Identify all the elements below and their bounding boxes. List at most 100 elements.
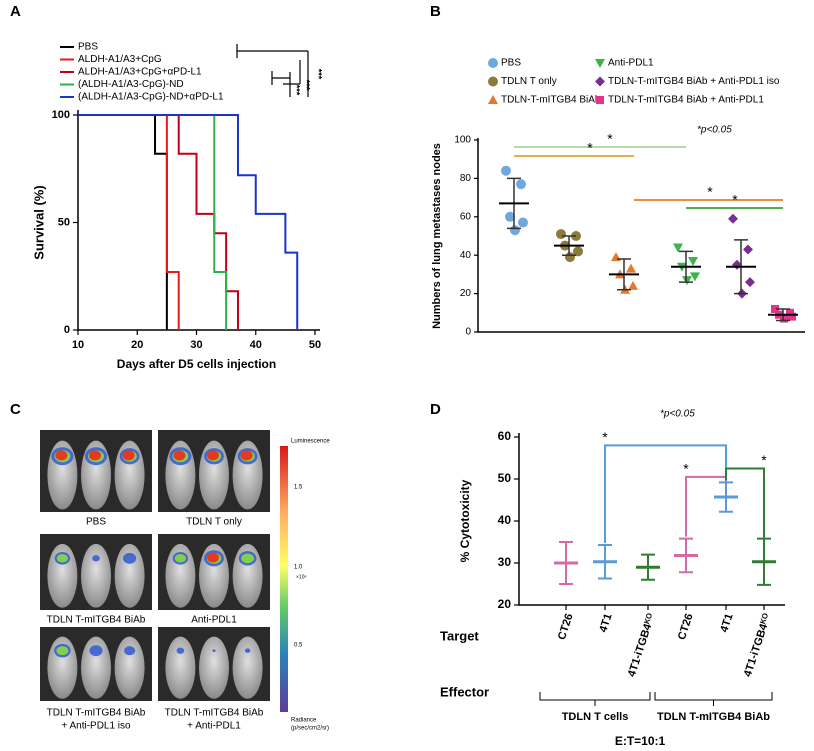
y-tick-label: 80: [460, 173, 472, 184]
sig-bracket: [725, 467, 765, 538]
legend-label: PBS: [501, 58, 521, 69]
colorbar-title: Luminescence: [291, 439, 330, 445]
data-point: [510, 225, 520, 236]
y-axis-label: % Cytotoxicity: [458, 479, 472, 562]
mouse: [81, 543, 111, 608]
signal: [55, 450, 68, 461]
axis-line: [77, 110, 320, 331]
panel-letter: C: [10, 401, 21, 418]
data-point: [673, 243, 683, 253]
x-tick-label: 4T1: [718, 612, 735, 634]
legend-marker: [596, 96, 604, 104]
mouse: [165, 543, 196, 608]
image-label: + Anti-PDL1 iso: [61, 721, 131, 732]
x-tick-label: CT26: [676, 612, 696, 641]
data-point: [565, 252, 575, 263]
legend-label: Anti-PDL1: [608, 58, 654, 69]
data-point: [556, 229, 566, 240]
data-point: [518, 217, 528, 228]
data-point: [516, 179, 526, 190]
sig-star: *: [602, 429, 608, 445]
data-point: [690, 272, 700, 282]
colorbar-footer: (p/sec/cm2/sr): [291, 726, 329, 732]
y-tick-label: 40: [498, 513, 512, 527]
mouse: [81, 636, 111, 699]
signal: [123, 552, 137, 564]
y-tick-label: 60: [498, 429, 512, 443]
colorbar-label: 0.5: [294, 643, 303, 649]
y-axis-label: Numbers of lung metastases nodes: [431, 143, 443, 329]
sig-star: *: [761, 452, 767, 468]
legend-marker: [595, 76, 605, 87]
data-point: [682, 276, 692, 286]
footer: E:T=10:1: [615, 734, 666, 748]
sig-star: *: [683, 461, 689, 477]
signal: [207, 450, 219, 461]
survival-curve: [78, 114, 180, 330]
y-tick-label: 100: [52, 109, 70, 121]
y-tick-label: 50: [498, 471, 512, 485]
group-bracket: [654, 692, 773, 706]
signal: [207, 552, 219, 563]
legend-label: TDLN-T-mITGB4 BiAb: [501, 95, 601, 106]
panel-letter: B: [430, 3, 441, 20]
y-axis-label: Survival (%): [31, 185, 46, 259]
colorbar-footer: Radiance: [291, 718, 317, 724]
legend-marker: [488, 58, 498, 68]
data-point: [745, 277, 755, 288]
survival-curve: [78, 114, 228, 330]
mouse: [165, 636, 196, 699]
legend-label: (ALDH-A1/A3-CpG)-ND: [78, 79, 184, 90]
legend-label: TDLN-T-mITGB4 BiAb + Anti-PDL1 iso: [608, 76, 780, 87]
sig-bracket: [685, 475, 727, 537]
colorbar-unit: ×10⁶: [296, 574, 307, 580]
signal: [89, 450, 101, 461]
x-tick-label: 30: [190, 339, 202, 351]
colorbar: [280, 446, 288, 712]
data-point: [743, 244, 753, 255]
panel-letter: A: [10, 3, 21, 20]
y-tick-label: 0: [64, 324, 70, 336]
row-label: Target: [440, 628, 479, 643]
sig-star: *: [732, 192, 738, 208]
x-tick-label: 4T1-iTGB4ᴷᴼ: [626, 612, 658, 679]
y-tick-label: 100: [454, 135, 471, 146]
signal: [240, 450, 253, 461]
x-tick-label: 40: [250, 339, 262, 351]
image-label: PBS: [86, 517, 106, 528]
mouse: [232, 636, 263, 699]
mouse: [114, 543, 145, 608]
legend-label: (ALDH-A1/A3-CpG)-ND+αPD-L1: [78, 92, 224, 103]
survival-curve: [78, 114, 299, 330]
y-tick-label: 30: [498, 555, 512, 569]
group-bracket: [539, 692, 651, 706]
mouse: [114, 636, 145, 699]
data-point: [505, 211, 515, 222]
legend-label: TDLN-T-mITGB4 BiAb + Anti-PDL1: [608, 95, 764, 106]
sig-stars: ***: [314, 69, 324, 80]
survival-curve: [78, 114, 168, 330]
data-point: [728, 213, 738, 224]
signal: [212, 649, 216, 653]
signal: [173, 450, 186, 461]
legend-marker: [488, 95, 498, 104]
group-label: TDLN T-mITGB4 BiAb: [657, 711, 770, 723]
x-tick-label: 4T1: [597, 612, 614, 634]
row-label: Effector: [440, 684, 489, 699]
image-label: + Anti-PDL1: [187, 721, 241, 732]
colorbar-label: 1.5: [294, 485, 303, 491]
legend-marker: [595, 59, 605, 68]
legend-label: PBS: [78, 42, 98, 53]
y-tick-label: 20: [498, 597, 512, 611]
x-tick-label: 10: [72, 339, 84, 351]
group-label: TDLN T cells: [562, 711, 629, 723]
signal: [89, 645, 103, 657]
y-tick-label: 40: [460, 250, 472, 261]
note: *p<0.05: [697, 125, 732, 136]
data-point: [573, 246, 583, 257]
legend-label: ALDH-A1/A3+CpG: [78, 54, 162, 65]
legend-label: TDLN T only: [501, 76, 557, 87]
image-label: Anti-PDL1: [191, 615, 237, 626]
image-label: TDLN T-mITGB4 BiAb: [165, 708, 264, 719]
